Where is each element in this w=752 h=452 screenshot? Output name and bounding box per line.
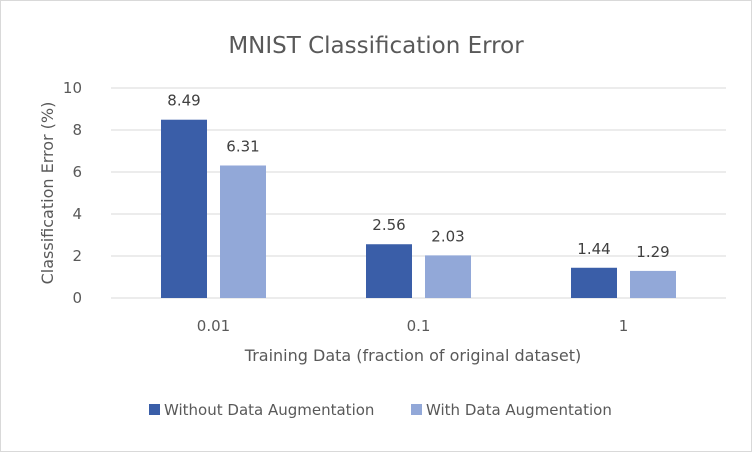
gridlines [111,87,726,299]
y-tick-label: 6 [72,163,82,181]
x-axis-ticks: 0.01 0.1 1 [197,317,628,335]
legend-swatch [411,404,422,415]
bar-without-augmentation [571,267,617,298]
x-axis-title: Training Data (fraction of original data… [244,346,581,365]
y-tick-label: 10 [63,79,82,97]
bar-with-augmentation [630,270,676,298]
y-tick-label: 2 [72,247,82,265]
bar-without-augmentation [161,119,207,299]
legend-swatch [149,404,160,415]
legend: Without Data Augmentation With Data Augme… [149,401,612,419]
x-tick-label: 1 [619,317,629,335]
chart-title: MNIST Classification Error [228,33,524,59]
x-tick-label: 0.1 [407,317,431,335]
legend-label: Without Data Augmentation [164,401,374,419]
data-label: 8.49 [167,92,200,110]
y-tick-label: 8 [72,121,82,139]
data-label: 2.03 [431,227,464,245]
data-labels: 8.49 6.31 2.56 2.03 1.44 1.29 [167,92,669,261]
legend-label: With Data Augmentation [426,401,612,419]
bars [161,119,676,299]
y-axis-ticks: 0 2 4 6 8 10 [63,79,82,307]
data-label: 6.31 [226,137,259,155]
data-label: 2.56 [372,216,405,234]
y-axis-title: Classification Error (%) [38,102,57,285]
y-tick-label: 4 [72,205,82,223]
data-label: 1.29 [636,243,669,261]
y-tick-label: 0 [72,289,82,307]
x-tick-label: 0.01 [197,317,230,335]
bar-with-augmentation [425,255,471,298]
bar-without-augmentation [366,244,412,298]
data-label: 1.44 [577,240,610,258]
bar-with-augmentation [220,165,266,298]
